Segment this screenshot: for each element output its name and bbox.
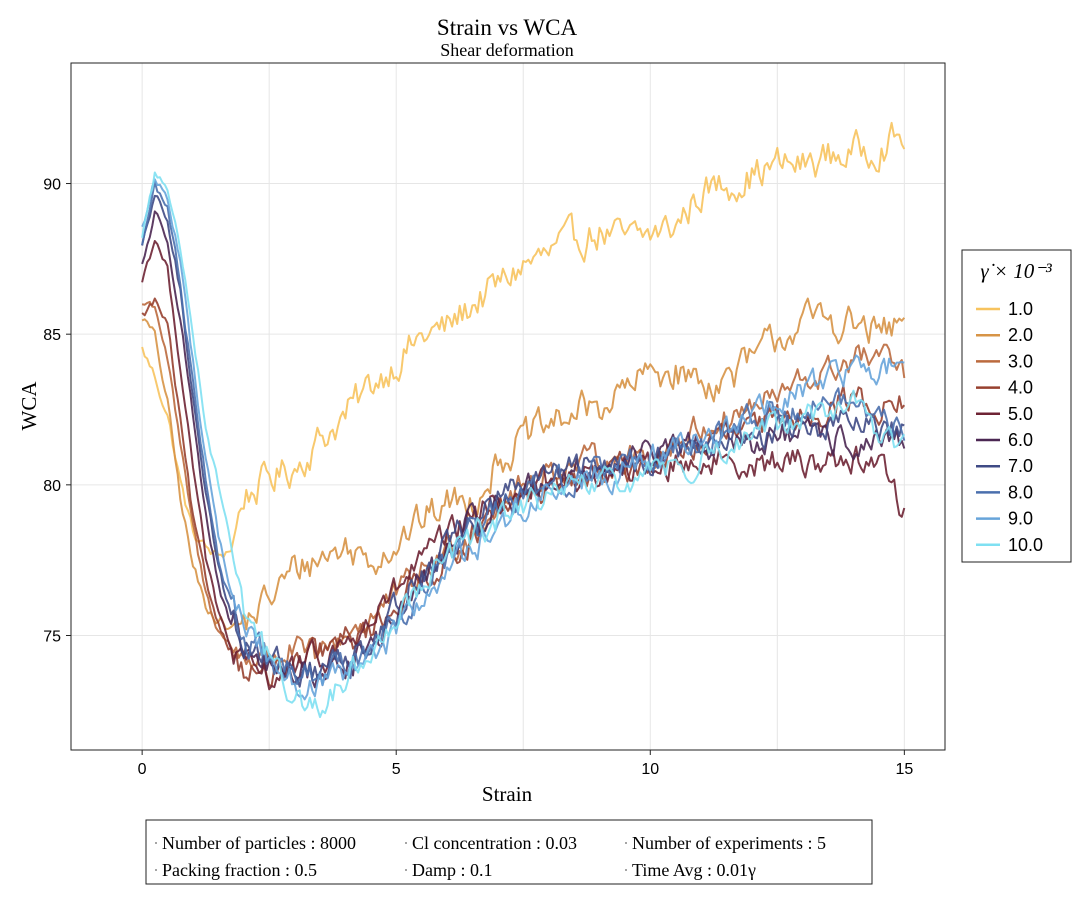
legend-label-2.0: 2.0	[1008, 325, 1033, 345]
x-axis-ticks: 0 5 10 15	[138, 750, 913, 778]
legend-label-6.0: 6.0	[1008, 430, 1033, 450]
y-axis-label: WCA	[17, 381, 41, 431]
series-line-2.0	[141, 297, 906, 631]
info-bullet	[155, 842, 157, 844]
info-item: Packing fraction : 0.5	[162, 860, 317, 880]
info-bullet	[155, 869, 157, 871]
y-axis-ticks: 75 80 85 90	[43, 177, 71, 646]
x-axis-label: Strain	[482, 782, 533, 806]
info-bullet	[405, 869, 407, 871]
info-box: Number of particles : 8000 Cl concentrati…	[145, 819, 873, 885]
legend-title: γ̇ × 10⁻³	[980, 259, 1052, 283]
y-tick-label-2: 85	[43, 327, 61, 344]
chart-title: Strain vs WCA	[437, 15, 578, 40]
x-tick-label-2: 10	[641, 761, 659, 778]
info-bullet	[625, 842, 627, 844]
legend-label-5.0: 5.0	[1008, 404, 1033, 424]
x-tick-label-1: 5	[392, 761, 401, 778]
legend-label-9.0: 9.0	[1008, 509, 1033, 529]
series-line-9.0	[141, 178, 905, 701]
info-item: Number of experiments : 5	[632, 833, 826, 853]
series-layer	[141, 121, 906, 719]
plot-area: 0 5 10 15 75 80 85 90	[43, 62, 946, 778]
info-box-frame	[145, 819, 873, 885]
legend-label-8.0: 8.0	[1008, 482, 1033, 502]
info-item: Number of particles : 8000	[162, 833, 356, 853]
info-item: Damp : 0.1	[412, 860, 493, 880]
y-tick-label-1: 80	[43, 478, 61, 495]
plot-frame	[70, 62, 946, 751]
legend-label-4.0: 4.0	[1008, 378, 1033, 398]
legend-label-1.0: 1.0	[1008, 299, 1033, 319]
chart-subtitle: Shear deformation	[440, 40, 573, 60]
legend-box	[961, 249, 1072, 563]
y-tick-label-0: 75	[43, 629, 61, 646]
y-tick-label-3: 90	[43, 177, 61, 194]
legend-label-10.0: 10.0	[1008, 535, 1043, 555]
x-tick-label-0: 0	[138, 761, 147, 778]
legend-label-7.0: 7.0	[1008, 456, 1033, 476]
legend-label-3.0: 3.0	[1008, 351, 1033, 371]
series-line-5.0	[141, 240, 906, 691]
info-bullet	[625, 869, 627, 871]
info-item: Time Avg : 0.01γ	[632, 860, 756, 880]
x-tick-label-3: 15	[895, 761, 913, 778]
legend: γ̇ × 10⁻³ 1.0 2.0 3.0 4.0 5.0 6.0 7.0 8.0 9.0 10.…	[961, 249, 1072, 563]
info-item: Cl concentration : 0.03	[412, 833, 577, 853]
series-line-1.0	[141, 121, 906, 559]
series-line-10.0	[141, 171, 906, 719]
info-bullet	[405, 842, 407, 844]
